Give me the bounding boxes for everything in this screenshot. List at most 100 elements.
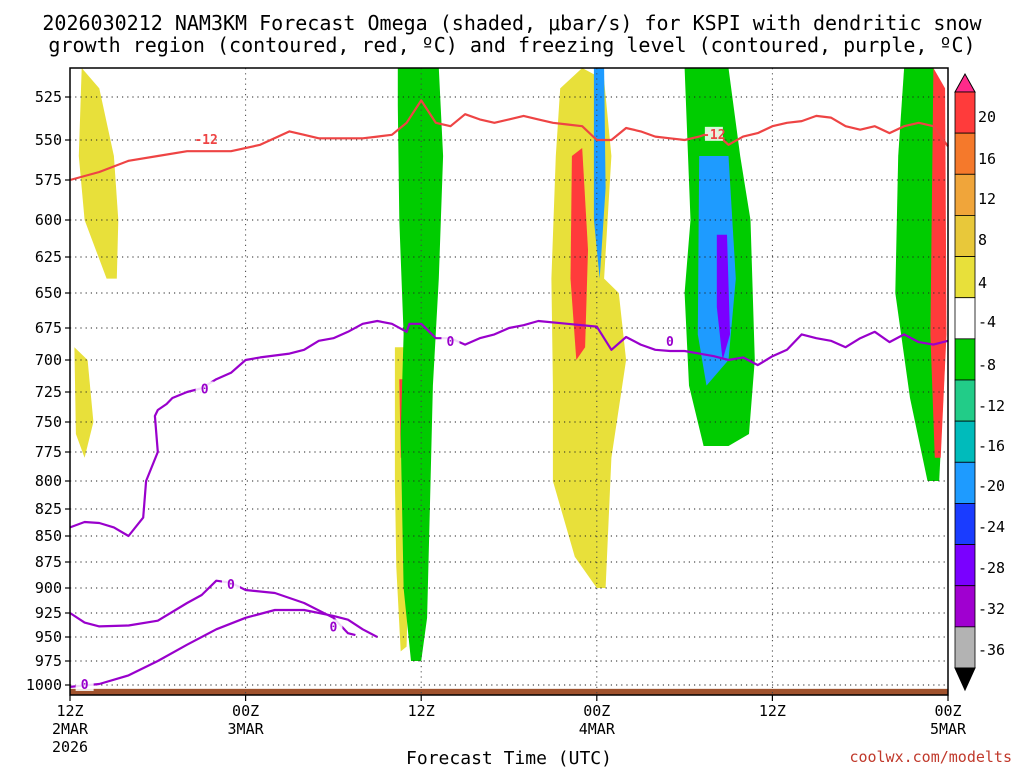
credit-text: coolwx.com/modelts xyxy=(849,748,1012,766)
colorbar-label: 8 xyxy=(978,231,987,249)
colorbar-swatch xyxy=(954,132,976,175)
colorbar-swatch xyxy=(954,256,976,299)
colorbar-top-arrow xyxy=(954,72,976,93)
contour-label-bg xyxy=(75,677,94,691)
colorbar-label: 4 xyxy=(978,274,987,292)
y-tick-label: 825 xyxy=(35,500,62,518)
omega-region-14 xyxy=(930,68,947,458)
x-tick-label: 12Z xyxy=(759,702,786,720)
grid-layer xyxy=(70,68,948,695)
omega-region-7 xyxy=(551,68,627,588)
colorbar-swatch xyxy=(954,173,976,216)
y-tick-label: 950 xyxy=(35,628,62,646)
x-tick-label: 4MAR xyxy=(579,720,616,738)
colorbar-label: -20 xyxy=(978,477,1005,495)
y-tick-label: 925 xyxy=(35,604,62,622)
y-tick-label: 850 xyxy=(35,527,62,545)
contour-layer: -12 -12 0 0 0 0 0 0 xyxy=(69,99,949,693)
y-tick-label: 525 xyxy=(35,88,62,106)
contour-label: -12 xyxy=(702,128,725,143)
y-tick-label: 550 xyxy=(35,131,62,149)
colorbar-swatch xyxy=(954,215,976,257)
colorbar-label: -28 xyxy=(978,559,1005,577)
contour-label-bg xyxy=(324,619,343,634)
y-tick-label: 700 xyxy=(35,351,62,369)
ground-band xyxy=(70,688,948,695)
contour-label: 0 xyxy=(201,382,209,397)
omega-region-6 xyxy=(74,347,94,458)
y-tick-label: 725 xyxy=(35,383,62,401)
contour-label: 0 xyxy=(666,335,674,350)
y-tick-label: 775 xyxy=(35,443,62,461)
colorbar-swatch xyxy=(954,626,976,669)
x-tick-label: 3MAR xyxy=(228,720,265,738)
colorbar-label: -16 xyxy=(978,437,1005,455)
y-tick-label: 975 xyxy=(35,652,62,670)
colorbar-swatch xyxy=(954,91,976,134)
x-tick-label: 00Z xyxy=(934,702,961,720)
y-tick-label: 575 xyxy=(35,171,62,189)
omega-region-12 xyxy=(716,234,730,360)
plot-frame xyxy=(69,67,949,696)
contour-label-bg xyxy=(195,381,214,396)
colorbar-label: 16 xyxy=(978,150,996,168)
colorbar-swatch xyxy=(954,503,976,545)
colorbar-label: -36 xyxy=(978,641,1005,659)
colorbar-label: -8 xyxy=(978,356,996,374)
y-tick-label: 900 xyxy=(35,579,62,597)
x-tick-label: 00Z xyxy=(583,702,610,720)
contour-line-1 xyxy=(69,99,949,182)
colorbar-label: -4 xyxy=(978,313,996,331)
colorbar-swatch xyxy=(954,585,976,628)
colorbar-label: -32 xyxy=(978,600,1005,618)
colorbar-swatch xyxy=(954,338,976,381)
x-tick-label: 00Z xyxy=(232,702,259,720)
contour-label: 0 xyxy=(227,578,235,593)
x-tick-label: 12Z xyxy=(408,702,435,720)
colorbar-bottom-arrow xyxy=(954,667,976,692)
contour-label: 0 xyxy=(81,678,89,693)
colorbar: 20 16 12 8 4 -4 -8 -12 -16 -20 -24 -28 -32 -36 xyxy=(954,72,1005,692)
colorbar-label: -12 xyxy=(978,397,1005,415)
y-tick-label: 875 xyxy=(35,553,62,571)
y-tick-label: 625 xyxy=(35,248,62,266)
x-tick-label: 2026 xyxy=(52,738,88,756)
omega-shading-layer xyxy=(74,68,947,661)
y-tick-label: 675 xyxy=(35,319,62,337)
contour-label-bg xyxy=(197,132,216,146)
colorbar-label: -24 xyxy=(978,518,1005,536)
y-tick-label: 800 xyxy=(35,472,62,490)
colorbar-swatch xyxy=(954,544,976,587)
colorbar-swatch xyxy=(954,379,976,422)
ground-layer xyxy=(70,688,948,695)
x-tick-label: 2MAR xyxy=(52,720,89,738)
contour-line-3 xyxy=(69,608,378,688)
colorbar-label: 20 xyxy=(978,108,996,126)
colorbar-label: 12 xyxy=(978,190,996,208)
colorbar-swatch xyxy=(954,297,976,340)
colorbar-swatch xyxy=(954,461,976,504)
contour-label-bg xyxy=(704,126,723,141)
y-tick-label: 1000 xyxy=(26,676,62,694)
x-axis-label: Forecast Time (UTC) xyxy=(406,748,612,768)
omega-region-8 xyxy=(570,148,588,360)
y-tick-label: 650 xyxy=(35,284,62,302)
x-tick-label: 5MAR xyxy=(930,720,967,738)
contour-label-bg xyxy=(221,576,240,591)
contour-label-bg xyxy=(441,334,460,349)
y-tick-label: 600 xyxy=(35,211,62,229)
y-axis: 525 550 575 600 625 650 675 700 725 750 775 800 825 8… xyxy=(26,88,70,694)
omega-region-4 xyxy=(397,68,444,661)
contour-label: 0 xyxy=(447,335,455,350)
y-tick-label: 750 xyxy=(35,413,62,431)
x-tick-label: 12Z xyxy=(56,702,83,720)
colorbar-swatch xyxy=(954,420,976,463)
contour-label: 0 xyxy=(329,620,337,635)
contour-label-bg xyxy=(660,334,679,349)
chart-title-line2: growth region (contoured, red, ºC) and f… xyxy=(48,33,975,57)
contour-line-4 xyxy=(69,579,356,637)
chart-title-line1: 2026030212 NAM3KM Forecast Omega (shaded… xyxy=(42,11,982,35)
contour-label: -12 xyxy=(194,133,217,148)
